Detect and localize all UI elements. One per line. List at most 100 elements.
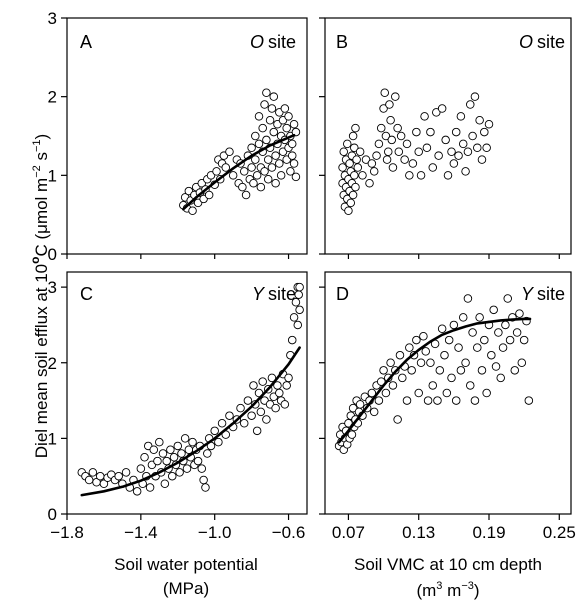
data-point bbox=[199, 475, 208, 485]
data-point bbox=[451, 396, 461, 405]
data-point bbox=[155, 437, 164, 447]
data-point bbox=[247, 411, 256, 420]
data-point bbox=[204, 190, 214, 200]
y-axis-title-s: s bbox=[32, 152, 51, 165]
y-axis-title-degree: o bbox=[28, 257, 42, 264]
data-point bbox=[395, 350, 405, 360]
data-point bbox=[443, 171, 453, 180]
fit-curve bbox=[182, 133, 296, 211]
data-point bbox=[99, 479, 109, 489]
data-point bbox=[352, 155, 361, 164]
data-point bbox=[256, 182, 266, 192]
data-point bbox=[275, 159, 284, 168]
y-tick-label: 3 bbox=[48, 278, 57, 297]
data-point bbox=[498, 343, 508, 352]
data-point bbox=[358, 171, 367, 180]
y-axis-title-exp2: −1 bbox=[31, 139, 43, 152]
panel-C-frame bbox=[66, 271, 308, 515]
data-point bbox=[287, 335, 297, 345]
data-point bbox=[275, 388, 284, 398]
data-point bbox=[388, 163, 398, 172]
data-point bbox=[480, 127, 489, 137]
data-point bbox=[402, 396, 412, 405]
data-point bbox=[271, 178, 280, 188]
data-point bbox=[463, 147, 473, 156]
data-point bbox=[251, 131, 260, 141]
x-tick-label: −1.4 bbox=[124, 523, 158, 542]
panel-C bbox=[66, 271, 308, 515]
data-point bbox=[343, 139, 352, 149]
data-point bbox=[412, 127, 421, 137]
data-point bbox=[263, 175, 273, 184]
data-point bbox=[167, 471, 177, 481]
data-point bbox=[160, 479, 170, 489]
data-point bbox=[482, 143, 491, 153]
data-point bbox=[180, 434, 190, 443]
data-point bbox=[396, 131, 406, 141]
panel-C-site-word: site bbox=[268, 284, 296, 304]
y-tick-label: 2 bbox=[48, 354, 57, 373]
x-axis-title-right-line2: (m3 m−3) bbox=[416, 580, 479, 600]
data-point bbox=[287, 139, 297, 149]
panel-A bbox=[66, 17, 308, 255]
x-tick-label: 0.25 bbox=[543, 523, 576, 542]
data-point bbox=[287, 151, 297, 160]
data-point bbox=[280, 104, 290, 113]
data-point bbox=[412, 335, 421, 345]
data-point bbox=[367, 388, 377, 398]
data-point bbox=[295, 282, 304, 292]
data-point bbox=[510, 366, 520, 375]
y-tick-label: 3 bbox=[48, 9, 57, 28]
data-point bbox=[458, 139, 468, 149]
data-point bbox=[136, 464, 146, 473]
data-point bbox=[393, 123, 402, 133]
data-point bbox=[256, 407, 266, 417]
data-point bbox=[267, 373, 277, 383]
data-point bbox=[225, 147, 234, 156]
y-axis-title-unit: C (μmol m bbox=[32, 178, 51, 257]
data-point bbox=[284, 112, 293, 121]
data-point bbox=[374, 139, 384, 149]
data-point bbox=[475, 313, 484, 322]
data-point bbox=[505, 335, 515, 345]
panel-A-site-word: site bbox=[268, 32, 296, 52]
data-point bbox=[447, 147, 456, 156]
data-point bbox=[449, 320, 459, 330]
data-point bbox=[258, 123, 267, 133]
panel-A-marks bbox=[179, 88, 301, 215]
data-point bbox=[286, 167, 295, 176]
data-point bbox=[173, 441, 183, 451]
data-point bbox=[454, 343, 463, 352]
data-point bbox=[461, 167, 470, 176]
data-point bbox=[524, 396, 534, 405]
data-point bbox=[447, 373, 456, 383]
x-axis-title-right-e2: −3 bbox=[461, 580, 474, 592]
data-point bbox=[350, 171, 359, 180]
data-point bbox=[517, 358, 527, 368]
panel-B-letter: B bbox=[336, 32, 348, 52]
data-point bbox=[88, 468, 98, 477]
data-point bbox=[407, 366, 416, 375]
data-point bbox=[84, 475, 94, 485]
data-point bbox=[428, 163, 438, 172]
data-point bbox=[188, 206, 197, 215]
data-point bbox=[365, 178, 374, 188]
data-point bbox=[470, 396, 480, 405]
data-point bbox=[440, 350, 449, 360]
data-point bbox=[393, 415, 402, 424]
x-axis-title-right-c: ) bbox=[474, 581, 480, 600]
data-point bbox=[284, 373, 293, 383]
data-point bbox=[338, 163, 347, 172]
data-point bbox=[449, 159, 459, 168]
data-point bbox=[489, 305, 498, 315]
y-tick-label: 0 bbox=[48, 245, 57, 264]
data-point bbox=[158, 449, 168, 458]
data-point bbox=[496, 373, 505, 383]
data-point bbox=[269, 92, 279, 101]
data-point bbox=[177, 449, 186, 458]
data-point bbox=[258, 377, 267, 386]
panel-B-site-word: site bbox=[537, 32, 565, 52]
data-point bbox=[458, 313, 468, 322]
data-point bbox=[501, 320, 510, 330]
